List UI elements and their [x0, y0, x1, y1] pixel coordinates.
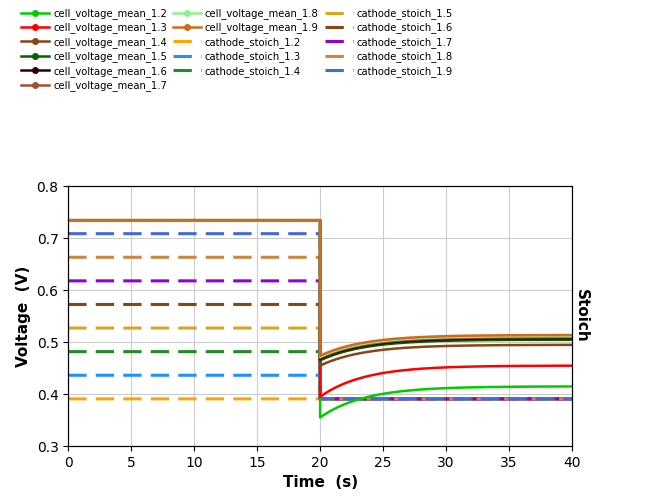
- X-axis label: Time  (s): Time (s): [283, 475, 358, 490]
- Y-axis label: Voltage  (V): Voltage (V): [16, 266, 31, 367]
- Legend: cell_voltage_mean_1.2, cell_voltage_mean_1.3, cell_voltage_mean_1.4, cell_voltag: cell_voltage_mean_1.2, cell_voltage_mean…: [18, 5, 456, 94]
- Y-axis label: Stoich: Stoich: [574, 289, 589, 343]
